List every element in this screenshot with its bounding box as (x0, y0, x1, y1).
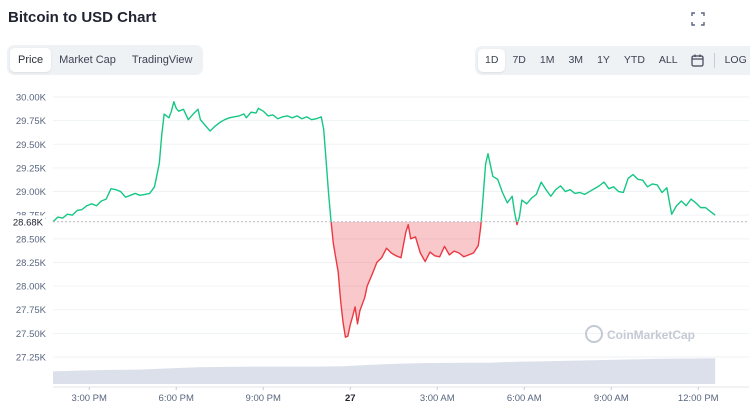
y-tick-label: 30.00K (16, 93, 47, 104)
volume-fill (53, 358, 716, 384)
range-ytd[interactable]: YTD (623, 54, 645, 66)
y-tick-label: 28.50K (16, 234, 47, 245)
range-1d[interactable]: 1D (478, 49, 506, 72)
price-series (52, 101, 749, 338)
calendar-icon (691, 54, 704, 67)
price-area-down (331, 221, 518, 338)
chart-type-tabs: Price Market Cap TradingView (7, 45, 204, 75)
y-tick-label: 29.75K (16, 116, 47, 127)
y-tick-label: 28.25K (16, 258, 47, 269)
baseline-label: 28.68K (13, 217, 44, 228)
range-1y[interactable]: 1Y (597, 54, 610, 66)
x-axis: 3:00 PM 6:00 PM 9:00 PM 27 3:00 AM 6:00 AM 9:0… (53, 386, 749, 404)
coinmarketcap-watermark: CoinMarketCap (585, 325, 695, 343)
x-tick-label: 3:00 AM (420, 393, 455, 404)
range-3m[interactable]: 3M (568, 54, 584, 66)
range-all[interactable]: ALL (658, 54, 678, 66)
x-tick-label: 6:00 PM (159, 393, 194, 404)
baseline-label-bg (8, 215, 45, 229)
price-area-up (53, 101, 716, 222)
x-tick-label: 3:00 PM (72, 393, 107, 404)
price-line-up (52, 101, 716, 222)
y-tick-label: 27.25K (16, 353, 47, 364)
y-tick-label: 29.00K (16, 187, 47, 198)
log-scale-toggle[interactable]: LOG (724, 54, 747, 66)
tab-tradingview[interactable]: TradingView (131, 54, 193, 66)
y-tick-label: 29.25K (16, 163, 47, 174)
range-divider (713, 53, 715, 68)
x-tick-label: 12:00 PM (678, 393, 719, 404)
expand-icon[interactable] (691, 12, 705, 26)
x-tick-label: 6:00 AM (507, 393, 542, 404)
y-tick-label: 29.50K (16, 140, 47, 151)
range-7d[interactable]: 7D (512, 54, 526, 66)
y-tick-label: 27.50K (16, 329, 47, 340)
y-tick-label: 28.00K (16, 282, 47, 293)
x-tick-label: 27 (345, 393, 356, 404)
x-tick-label: 9:00 PM (246, 393, 281, 404)
volume-area (53, 358, 716, 384)
price-line-down (53, 221, 519, 338)
tab-price[interactable]: Price (10, 48, 52, 72)
calendar-button[interactable] (685, 49, 711, 72)
watermark-text: CoinMarketCap (607, 328, 695, 342)
y-tick-label: 27.75K (16, 305, 47, 316)
chart-title: Bitcoin to USD Chart (8, 9, 157, 26)
coinmarketcap-logo-icon (585, 325, 603, 343)
time-range-selector: 1D 7D 1M 3M 1Y YTD ALL LOG (475, 46, 750, 75)
x-tick-label: 9:00 AM (594, 393, 629, 404)
range-1m[interactable]: 1M (539, 54, 555, 66)
y-axis: 30.00K29.75K29.50K29.25K29.00K28.75K28.5… (8, 93, 47, 364)
tab-market-cap[interactable]: Market Cap (59, 54, 116, 66)
